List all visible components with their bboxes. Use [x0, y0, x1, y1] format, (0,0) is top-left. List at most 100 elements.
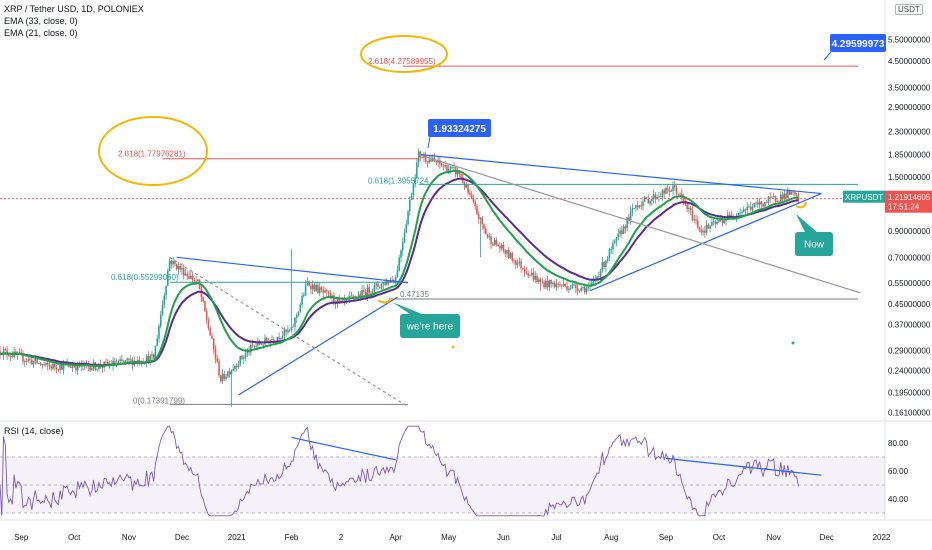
fib-top-label: 2.618(4.27589955): [368, 57, 436, 66]
candle-body: [48, 364, 51, 366]
candle-body: [366, 287, 369, 297]
candle-body: [764, 202, 766, 207]
candle-body: [578, 290, 581, 292]
candle-body: [529, 274, 531, 276]
price-tick: 0.19500000: [888, 388, 931, 397]
candle-body: [583, 286, 586, 293]
candle-body: [161, 304, 164, 315]
candle-body: [260, 344, 263, 346]
candle-body: [421, 157, 423, 159]
candle-body: [370, 293, 372, 294]
candle-body: [428, 159, 431, 163]
note-here-text: we're here: [406, 322, 454, 333]
candle-body: [211, 335, 213, 339]
candle-body: [500, 245, 503, 249]
candle-body: [41, 364, 44, 366]
candle-body: [322, 289, 325, 293]
candle-body: [504, 250, 507, 254]
annotation-circle-mid: [98, 116, 208, 186]
candle-body: [483, 224, 485, 229]
candle-body: [530, 272, 533, 275]
candle-body: [336, 298, 339, 305]
candle-body: [117, 361, 120, 364]
candle-body: [232, 368, 234, 371]
candle-body: [460, 174, 462, 178]
candle-body: [718, 220, 720, 222]
peak-pointer: [427, 136, 431, 149]
target-label-box: [830, 34, 886, 52]
time-tick: Dec: [175, 533, 189, 542]
candle-body: [755, 202, 757, 204]
candle-body: [273, 339, 275, 342]
annotation-tick-here: [377, 297, 393, 304]
candle-body: [497, 244, 499, 247]
time-axis[interactable]: Sep Oct Nov Dec 2021 Feb 2 Apr May Jun Jul Aug Sep Oc…: [14, 533, 891, 542]
candle-body: [624, 226, 627, 229]
candle-body: [101, 367, 104, 369]
price-tick: 0.37000000: [888, 321, 931, 330]
candle-body: [202, 297, 204, 302]
candle-body: [513, 260, 515, 262]
peak-label-box: [428, 119, 491, 137]
candle-body: [636, 205, 639, 208]
candle-body: [340, 300, 342, 302]
candle-body: [34, 358, 37, 362]
candle-body: [4, 349, 7, 351]
candle-body: [242, 357, 245, 359]
candle-body: [11, 355, 14, 358]
candle-body: [412, 184, 415, 196]
candle-body: [234, 366, 236, 369]
fib-mid-label: 2.618(1.77976281): [118, 150, 186, 159]
candle-body: [386, 280, 388, 286]
candle-body: [560, 285, 563, 287]
candle-body: [251, 344, 254, 346]
candle-body: [456, 170, 459, 175]
candle-body: [354, 295, 356, 298]
candle-body: [757, 202, 759, 205]
candle-body: [769, 196, 771, 198]
quote-unit-badge[interactable]: USDT: [895, 4, 923, 15]
candle-body: [787, 190, 789, 199]
candle-body: [762, 204, 764, 207]
candle-body: [626, 217, 628, 229]
candle-body: [181, 267, 183, 270]
price-tick: 0.24000000: [888, 366, 931, 375]
note-here-pointer: [392, 302, 422, 314]
candle-body: [262, 344, 265, 346]
candle-body: [22, 354, 24, 362]
price-tick: 1.85000000: [888, 151, 931, 160]
candle-body: [320, 287, 323, 290]
candle-body: [147, 356, 150, 363]
candle-body: [2, 349, 5, 355]
candle-body: [714, 221, 717, 224]
candle-body: [449, 166, 452, 170]
rsi-legend: RSI (14, close): [4, 426, 64, 436]
candle-body: [50, 365, 53, 369]
candle-body: [214, 349, 217, 359]
candle-body: [317, 284, 319, 293]
candle-body: [396, 270, 399, 278]
candle-body: [359, 294, 362, 297]
candle-body: [608, 249, 611, 259]
candle-body: [746, 206, 749, 210]
candle-body: [516, 263, 519, 265]
candle-body: [663, 190, 665, 194]
candle-body: [682, 197, 685, 201]
candle-body: [617, 233, 620, 238]
candle-body: [324, 290, 326, 293]
candle-body: [679, 193, 681, 195]
candle-body: [672, 185, 674, 191]
candle-body: [52, 363, 54, 369]
price-axis[interactable]: 5.50000000 4.50000000 3.50000000 2.90000000…: [843, 36, 932, 418]
candle-body: [599, 271, 602, 277]
candle-body: [53, 363, 56, 368]
candle-body: [401, 242, 404, 251]
candle-body: [543, 282, 545, 288]
candle-body: [744, 209, 747, 211]
annotation-dot-green: [791, 341, 795, 345]
candle-body: [772, 196, 775, 198]
annotation-dot: [451, 345, 455, 349]
candle-body: [633, 208, 635, 209]
candle-body: [384, 282, 386, 286]
